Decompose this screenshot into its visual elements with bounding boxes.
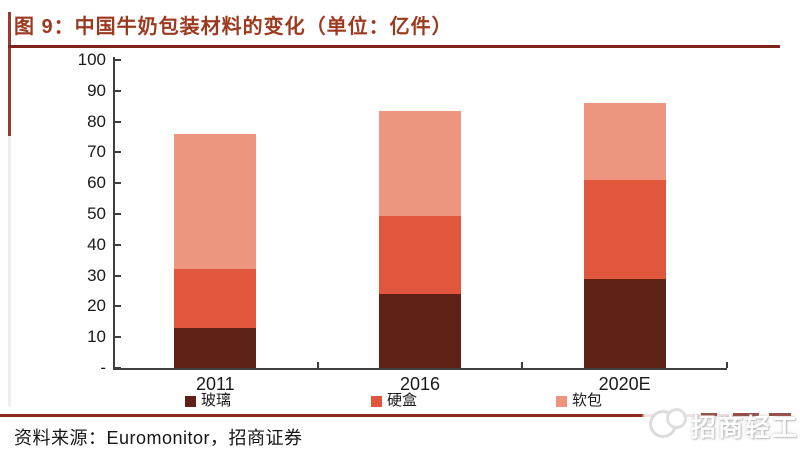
bar-segment-玻璃-2016: [379, 294, 461, 368]
brand-logo-icon: [649, 408, 689, 442]
x-category-label: 2016: [399, 374, 440, 394]
bar-segment-玻璃-2020E: [583, 278, 666, 368]
bar-segment-硬盒-2016: [379, 215, 461, 295]
legend-item-硬盒: 硬盒: [371, 392, 418, 409]
y-tick-label: 90: [87, 80, 106, 100]
bar-segment-软包-2011: [174, 133, 257, 270]
title-underline: [8, 45, 780, 48]
y-tick-mark: [115, 120, 121, 123]
y-tick-label: 10: [87, 327, 106, 347]
x-axis: [113, 368, 727, 370]
y-tick-label: -: [100, 358, 106, 377]
x-tick-mark: [316, 362, 319, 368]
bar-segment-软包-2020E: [583, 103, 666, 181]
y-tick-mark: [115, 243, 121, 246]
legend-swatch-icon: [371, 395, 382, 407]
y-tick-mark: [115, 151, 121, 154]
y-tick-label: 40: [87, 234, 106, 254]
bar-segment-硬盒-2011: [174, 269, 257, 328]
y-tick-mark: [115, 89, 121, 92]
brand-watermark: 招商轻工: [643, 392, 800, 454]
footer-separator-line: [0, 414, 756, 417]
x-tick-mark: [521, 362, 524, 368]
y-tick-label: 80: [87, 111, 106, 131]
legend-swatch-icon: [556, 395, 567, 407]
y-tick-mark: [115, 367, 121, 369]
y-tick-mark: [115, 336, 121, 339]
y-tick-mark: [115, 182, 121, 185]
y-tick-mark: [115, 213, 121, 215]
source-note: 资料来源：Euromonitor，招商证券: [14, 428, 303, 448]
y-tick-label: 30: [87, 265, 106, 285]
legend-swatch-icon: [185, 395, 196, 407]
y-tick-label: 50: [87, 204, 106, 223]
left-border-line: [8, 12, 11, 136]
legend-item-软包: 软包: [556, 392, 603, 409]
separator-line-fragment: [733, 413, 759, 416]
y-tick-label: 20: [87, 296, 106, 316]
stacked-bar-chart: 100 90 80 70 60 50 40 30 20 10 - 2011 2016 2020E 玻璃 硬…: [0, 50, 800, 410]
y-tick-mark: [115, 274, 121, 277]
bar-segment-硬盒-2020E: [583, 180, 666, 279]
y-tick-label: 70: [87, 142, 106, 162]
legend-label: 玻璃: [201, 392, 232, 409]
logo-circle-icon: [666, 408, 687, 429]
separator-line-fragment: [769, 413, 791, 416]
x-tick-mark: [726, 362, 728, 368]
figure-title: 图 9：中国牛奶包装材料的变化（单位：亿件）: [14, 16, 453, 38]
separator-line-fragment: [701, 413, 717, 416]
brand-watermark-text: 招商轻工: [691, 414, 800, 442]
legend-item-玻璃: 玻璃: [185, 392, 232, 409]
y-tick-label: 60: [87, 173, 106, 193]
legend-label: 硬盒: [387, 392, 418, 409]
left-border-line-faint: [8, 136, 11, 406]
x-category-label: 2020E: [598, 374, 651, 394]
y-tick-label: 100: [77, 50, 106, 69]
y-axis: [113, 57, 115, 370]
legend-label: 软包: [572, 392, 603, 409]
bar-segment-玻璃-2011: [174, 327, 257, 368]
y-tick-mark: [115, 59, 121, 61]
y-tick-mark: [115, 305, 121, 308]
bar-segment-软包-2016: [379, 110, 461, 216]
x-category-label: 2011: [195, 374, 235, 394]
